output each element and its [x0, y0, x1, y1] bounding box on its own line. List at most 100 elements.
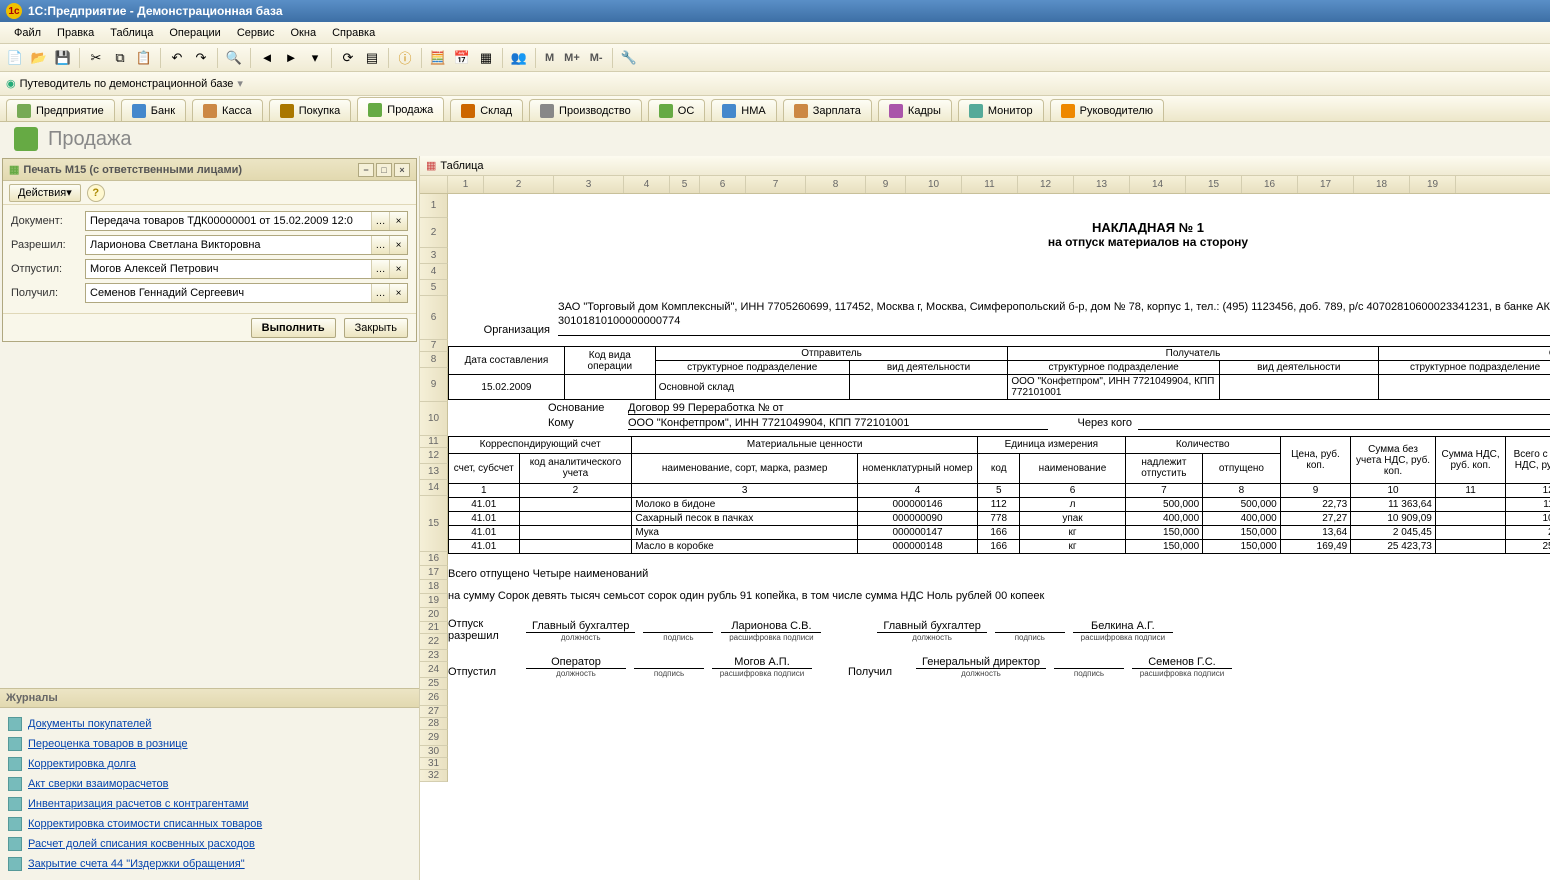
col-header[interactable]: 7 [746, 176, 806, 193]
row-header[interactable]: 29 [420, 730, 448, 746]
dropdown-icon[interactable]: ▾ [304, 47, 326, 69]
spreadsheet[interactable]: 12345678910111213141516171819 1234567891… [420, 176, 1550, 880]
copy-icon[interactable]: ⧉ [109, 47, 131, 69]
menu-file[interactable]: Файл [6, 25, 49, 41]
col-header[interactable]: 17 [1298, 176, 1354, 193]
undo-icon[interactable]: ↶ [166, 47, 188, 69]
redo-icon[interactable]: ↷ [190, 47, 212, 69]
tab-ос[interactable]: ОС [648, 99, 706, 121]
ellipsis-icon[interactable]: … [371, 284, 389, 302]
menu-service[interactable]: Сервис [229, 25, 283, 41]
list-icon[interactable]: ▤ [361, 47, 383, 69]
row-header[interactable]: 28 [420, 718, 448, 730]
back-icon[interactable]: ◄ [256, 47, 278, 69]
tab-руководителю[interactable]: Руководителю [1050, 99, 1164, 121]
menu-edit[interactable]: Правка [49, 25, 102, 41]
col-header[interactable]: 10 [906, 176, 962, 193]
row-header[interactable]: 9 [420, 368, 448, 402]
journal-link[interactable]: Акт сверки взаиморасчетов [8, 774, 411, 794]
cut-icon[interactable]: ✂ [85, 47, 107, 69]
row-header[interactable]: 18 [420, 580, 448, 594]
received-input[interactable] [86, 284, 371, 302]
menu-table[interactable]: Таблица [102, 25, 161, 41]
ellipsis-icon[interactable]: … [371, 236, 389, 254]
minimize-icon[interactable]: − [358, 163, 374, 177]
journal-link[interactable]: Инвентаризация расчетов с контрагентами [8, 794, 411, 814]
row-header[interactable]: 2 [420, 218, 448, 248]
col-header[interactable]: 6 [700, 176, 746, 193]
journal-link[interactable]: Переоценка товаров в рознице [8, 734, 411, 754]
m-minus-button[interactable]: М- [586, 52, 607, 64]
row-header[interactable]: 30 [420, 746, 448, 758]
journal-link[interactable]: Закрытие счета 44 "Издержки обращения" [8, 854, 411, 874]
row-header[interactable]: 25 [420, 678, 448, 690]
row-header[interactable]: 21 [420, 622, 448, 634]
close-icon[interactable]: × [394, 163, 410, 177]
clear-icon[interactable]: × [389, 212, 407, 230]
row-header[interactable]: 22 [420, 634, 448, 650]
tab-предприятие[interactable]: Предприятие [6, 99, 115, 121]
col-header[interactable]: 9 [866, 176, 906, 193]
col-header[interactable]: 11 [962, 176, 1018, 193]
journal-link[interactable]: Расчет долей списания косвенных расходов [8, 834, 411, 854]
row-header[interactable]: 7 [420, 340, 448, 352]
tab-зарплата[interactable]: Зарплата [783, 99, 872, 121]
ellipsis-icon[interactable]: … [371, 212, 389, 230]
allowed-input[interactable] [86, 236, 371, 254]
users-icon[interactable]: 👥 [508, 47, 530, 69]
help-icon[interactable]: ? [87, 184, 105, 202]
col-header[interactable]: 4 [624, 176, 670, 193]
row-header[interactable]: 6 [420, 296, 448, 340]
m-button[interactable]: М [541, 52, 558, 64]
row-header[interactable]: 12 [420, 448, 448, 464]
row-header[interactable]: 10 [420, 402, 448, 436]
col-header[interactable]: 16 [1242, 176, 1298, 193]
row-header[interactable]: 8 [420, 352, 448, 368]
row-header[interactable]: 14 [420, 480, 448, 496]
journal-link[interactable]: Документы покупателей [8, 714, 411, 734]
tab-покупка[interactable]: Покупка [269, 99, 352, 121]
refresh-icon[interactable]: ⟳ [337, 47, 359, 69]
row-header[interactable]: 20 [420, 608, 448, 622]
col-header[interactable]: 14 [1130, 176, 1186, 193]
col-header[interactable]: 13 [1074, 176, 1130, 193]
col-header[interactable]: 12 [1018, 176, 1074, 193]
calendar-icon[interactable]: 📅 [451, 47, 473, 69]
col-header[interactable]: 2 [484, 176, 554, 193]
tab-монитор[interactable]: Монитор [958, 99, 1044, 121]
row-header[interactable]: 5 [420, 280, 448, 296]
col-header[interactable]: 19 [1410, 176, 1456, 193]
row-header[interactable]: 17 [420, 566, 448, 580]
row-header[interactable]: 23 [420, 650, 448, 662]
menu-windows[interactable]: Окна [283, 25, 325, 41]
row-header[interactable]: 32 [420, 770, 448, 782]
row-header[interactable]: 4 [420, 264, 448, 280]
tab-нма[interactable]: НМА [711, 99, 776, 121]
document-input[interactable] [86, 212, 371, 230]
clear-icon[interactable]: × [389, 284, 407, 302]
col-header[interactable]: 1 [448, 176, 484, 193]
tab-склад[interactable]: Склад [450, 99, 523, 121]
info-icon[interactable]: ⓘ [394, 47, 416, 69]
close-button[interactable]: Закрыть [344, 318, 408, 338]
row-header[interactable]: 19 [420, 594, 448, 608]
tab-кадры[interactable]: Кадры [878, 99, 952, 121]
row-header[interactable]: 31 [420, 758, 448, 770]
row-header[interactable]: 15 [420, 496, 448, 552]
released-input[interactable] [86, 260, 371, 278]
wrench-icon[interactable]: 🔧 [618, 47, 640, 69]
col-header[interactable]: 15 [1186, 176, 1242, 193]
menu-help[interactable]: Справка [324, 25, 383, 41]
col-header[interactable]: 8 [806, 176, 866, 193]
grid-icon[interactable]: ▦ [475, 47, 497, 69]
col-header[interactable]: 3 [554, 176, 624, 193]
guide-link[interactable]: Путеводитель по демонстрационной базе [20, 78, 234, 90]
forward-icon[interactable]: ► [280, 47, 302, 69]
row-header[interactable]: 16 [420, 552, 448, 566]
find-icon[interactable]: 🔍 [223, 47, 245, 69]
journal-link[interactable]: Корректировка стоимости списанных товаро… [8, 814, 411, 834]
open-icon[interactable]: 📂 [28, 47, 50, 69]
tab-производство[interactable]: Производство [529, 99, 642, 121]
execute-button[interactable]: Выполнить [251, 318, 336, 338]
row-header[interactable]: 24 [420, 662, 448, 678]
